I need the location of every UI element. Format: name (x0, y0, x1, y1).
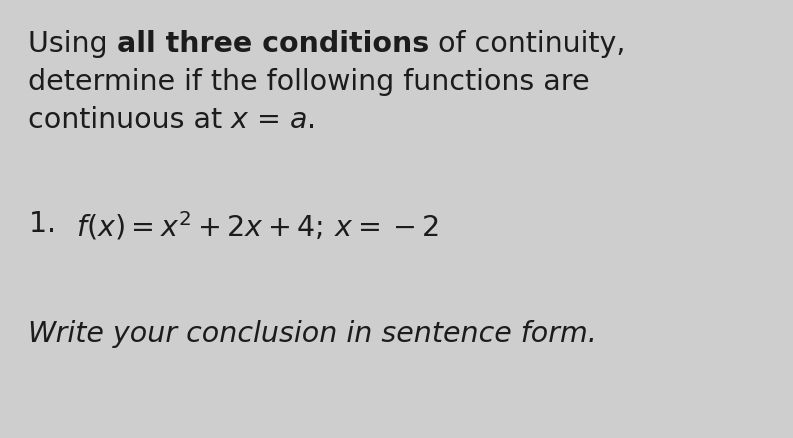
Text: Write your conclusion in sentence form.: Write your conclusion in sentence form. (28, 320, 597, 348)
Text: Using: Using (28, 30, 117, 58)
Text: of continuity,: of continuity, (429, 30, 625, 58)
Text: x: x (231, 106, 248, 134)
Text: $f(x) = x^2 + 2x + 4;\, x = -2$: $f(x) = x^2 + 2x + 4;\, x = -2$ (76, 210, 439, 243)
Text: =: = (248, 106, 290, 134)
Text: $\mathregular{1.}$: $\mathregular{1.}$ (28, 210, 54, 238)
Text: .: . (308, 106, 316, 134)
Text: continuous at: continuous at (28, 106, 231, 134)
Text: determine if the following functions are: determine if the following functions are (28, 68, 590, 96)
Text: all three conditions: all three conditions (117, 30, 429, 58)
Text: a: a (290, 106, 308, 134)
